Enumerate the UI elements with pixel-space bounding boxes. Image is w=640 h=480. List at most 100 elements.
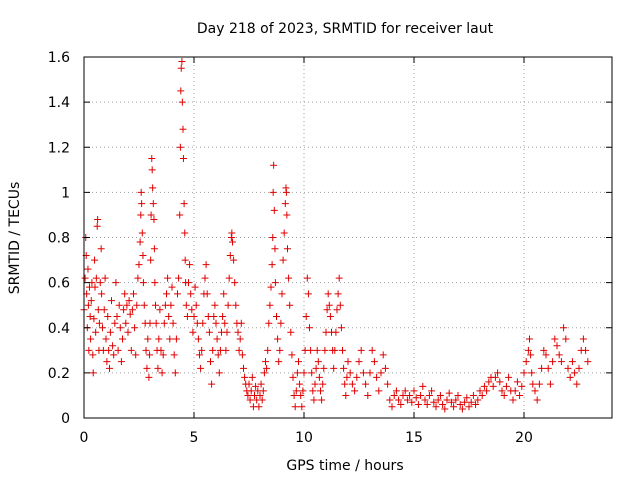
data-point bbox=[271, 279, 279, 287]
data-point bbox=[207, 358, 214, 366]
data-point bbox=[469, 391, 477, 399]
data-point bbox=[231, 279, 239, 287]
data-point bbox=[182, 301, 190, 309]
data-point bbox=[502, 382, 510, 390]
data-point bbox=[158, 369, 166, 377]
data-point bbox=[270, 161, 278, 169]
data-point bbox=[148, 155, 156, 163]
data-point bbox=[450, 403, 458, 411]
data-point bbox=[336, 301, 344, 309]
data-point bbox=[340, 364, 348, 372]
data-point bbox=[511, 387, 519, 395]
data-point bbox=[557, 358, 565, 366]
data-point bbox=[284, 245, 291, 253]
data-point bbox=[96, 279, 104, 287]
data-point bbox=[121, 290, 129, 298]
data-point bbox=[324, 290, 332, 298]
data-point bbox=[483, 387, 491, 395]
data-point bbox=[351, 387, 359, 395]
data-point bbox=[136, 238, 144, 246]
data-point bbox=[245, 380, 253, 388]
data-point bbox=[452, 396, 460, 404]
data-point bbox=[321, 346, 329, 354]
data-point bbox=[312, 364, 320, 372]
data-point bbox=[288, 351, 296, 359]
data-point bbox=[150, 245, 158, 253]
data-point bbox=[171, 369, 179, 377]
data-point bbox=[164, 274, 172, 282]
data-point bbox=[320, 364, 328, 372]
data-point bbox=[309, 387, 317, 395]
data-point bbox=[178, 98, 186, 106]
x-axis-title: GPS time / hours bbox=[286, 458, 403, 474]
data-point bbox=[310, 396, 318, 404]
data-point bbox=[172, 335, 180, 343]
data-point bbox=[375, 387, 383, 395]
data-point bbox=[269, 234, 277, 241]
data-point bbox=[408, 398, 416, 406]
data-point bbox=[289, 373, 297, 381]
data-point bbox=[273, 312, 280, 320]
data-point bbox=[339, 346, 346, 354]
data-point bbox=[167, 301, 175, 309]
data-point bbox=[518, 382, 526, 390]
data-point bbox=[90, 315, 98, 323]
data-point bbox=[110, 351, 118, 359]
data-point bbox=[236, 335, 244, 343]
data-point bbox=[115, 301, 123, 309]
data-point bbox=[105, 346, 113, 354]
data-point bbox=[314, 358, 322, 366]
data-point bbox=[553, 342, 561, 350]
data-point bbox=[456, 400, 464, 408]
data-point bbox=[346, 369, 354, 377]
data-point bbox=[127, 346, 135, 354]
data-point bbox=[211, 301, 219, 309]
data-point bbox=[299, 387, 307, 395]
data-point bbox=[529, 380, 537, 388]
data-point bbox=[84, 265, 92, 273]
data-point bbox=[341, 380, 349, 388]
data-point bbox=[100, 306, 108, 314]
data-point bbox=[333, 306, 341, 314]
data-point bbox=[219, 312, 227, 320]
data-point bbox=[306, 324, 313, 332]
data-point bbox=[137, 188, 145, 196]
data-point bbox=[146, 319, 154, 327]
data-point bbox=[178, 58, 186, 66]
data-point bbox=[362, 380, 370, 388]
data-point bbox=[390, 391, 398, 399]
data-point bbox=[181, 229, 189, 237]
data-point bbox=[368, 346, 376, 354]
data-point bbox=[401, 387, 409, 395]
data-point bbox=[571, 369, 579, 377]
data-point bbox=[87, 297, 95, 305]
data-point bbox=[334, 290, 342, 298]
data-point bbox=[144, 335, 152, 343]
data-point bbox=[125, 297, 133, 305]
data-point bbox=[268, 261, 276, 269]
data-point bbox=[522, 358, 530, 366]
data-point bbox=[196, 351, 203, 359]
data-point bbox=[423, 400, 431, 408]
data-point bbox=[285, 274, 293, 282]
data-point bbox=[496, 378, 504, 386]
data-point bbox=[138, 229, 146, 237]
x-tick-label: 5 bbox=[190, 430, 199, 446]
data-point bbox=[97, 245, 105, 253]
data-point bbox=[434, 396, 442, 404]
data-point bbox=[244, 391, 252, 399]
data-point bbox=[124, 328, 132, 336]
data-point bbox=[223, 328, 231, 336]
data-point bbox=[271, 245, 279, 253]
data-point bbox=[317, 387, 324, 395]
data-point bbox=[174, 290, 181, 298]
data-point bbox=[131, 324, 139, 332]
data-point bbox=[210, 312, 218, 320]
data-point bbox=[177, 64, 185, 72]
data-point bbox=[287, 328, 295, 336]
data-point bbox=[247, 387, 255, 395]
data-point bbox=[179, 155, 187, 163]
data-point bbox=[189, 328, 197, 336]
data-point bbox=[108, 297, 115, 305]
data-point bbox=[526, 335, 533, 343]
